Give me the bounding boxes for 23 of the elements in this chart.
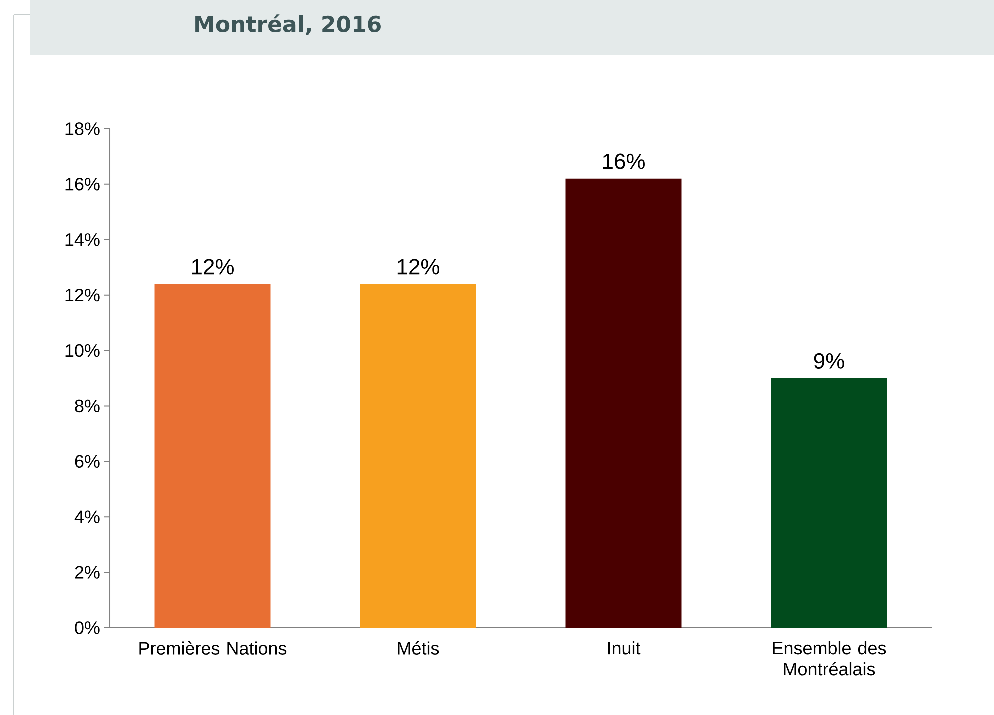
y-tick-label: 10% — [66, 344, 100, 358]
data-label: 12% — [398, 259, 440, 275]
bar — [154, 284, 271, 628]
data-label: 9% — [814, 353, 844, 369]
y-tick-label: 18% — [66, 122, 100, 136]
y-tick-label: 4% — [74, 510, 100, 524]
x-tick-label: Premières Nations — [140, 642, 287, 655]
y-tick-label: 2% — [75, 566, 100, 579]
x-tick-label: Inuit — [608, 642, 641, 655]
y-tick-label: 16% — [66, 178, 100, 191]
y-tick-label: 8% — [75, 400, 100, 413]
x-tick-label: Ensemble des Montréalais — [773, 642, 886, 676]
y-tick-label: 14% — [66, 234, 100, 246]
bar — [360, 284, 476, 628]
x-tick-label: Métis — [398, 642, 440, 655]
bar — [566, 178, 682, 628]
bar — [771, 378, 888, 628]
data-label: 16% — [603, 154, 645, 170]
y-tick-label: 12% — [66, 288, 100, 302]
y-tick-label: 6% — [75, 455, 100, 468]
y-tick-label: 0% — [75, 622, 100, 634]
chart-title: Montréal, 2016 — [196, 14, 381, 36]
data-label: 12% — [192, 259, 234, 275]
